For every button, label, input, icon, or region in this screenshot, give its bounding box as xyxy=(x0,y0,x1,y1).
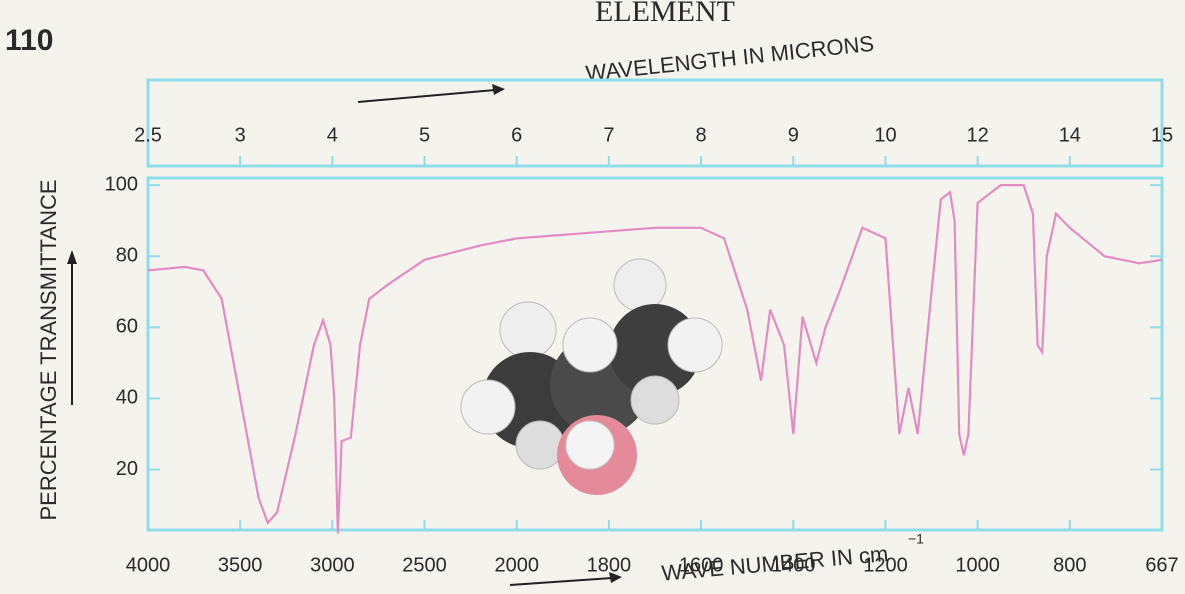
x2-axis-label: WAVELENGTH IN MICRONS xyxy=(584,31,875,86)
x-tick-label: 1800 xyxy=(587,554,632,576)
x2-tick-label: 6 xyxy=(511,124,522,146)
x2-tick-label: 8 xyxy=(696,124,707,146)
x2-tick-label: 14 xyxy=(1059,124,1081,146)
top-band xyxy=(148,80,1162,166)
x2-tick-label: 9 xyxy=(788,124,799,146)
x-tick-label: 3500 xyxy=(218,554,263,576)
x2-tick-label: 5 xyxy=(419,124,430,146)
y-axis-label: PERCENTAGE TRANSMITTANCE xyxy=(36,179,61,520)
x-tick-label: 1400 xyxy=(771,554,816,576)
x-tick-label: 4000 xyxy=(126,554,171,576)
arrow-head xyxy=(492,84,505,95)
x2-tick-label: 4 xyxy=(327,124,338,146)
x2-tick-label: 7 xyxy=(603,124,614,146)
header: ELEMENT xyxy=(595,0,735,28)
x-tick-label: 1600 xyxy=(679,554,724,576)
y-tick-label: 100 xyxy=(105,173,138,195)
arrow-head xyxy=(67,250,77,264)
arrow xyxy=(510,578,612,585)
x-tick-label: 2500 xyxy=(402,554,447,576)
x-tick-label: 800 xyxy=(1053,554,1086,576)
x-tick-label: 1200 xyxy=(863,554,908,576)
x2-tick-label: 15 xyxy=(1151,124,1173,146)
y-tick-label: 60 xyxy=(116,316,138,338)
y-tick-label: 20 xyxy=(116,458,138,480)
y-tick-label: 40 xyxy=(116,387,138,409)
arrow xyxy=(358,90,495,102)
x2-tick-label: 2.5 xyxy=(134,124,162,146)
page-number: 110 xyxy=(5,24,53,57)
x-tick-label: 2000 xyxy=(494,554,539,576)
y-tick-label: 80 xyxy=(116,245,138,267)
x2-tick-label: 3 xyxy=(235,124,246,146)
x-tick-label: 1000 xyxy=(955,554,1000,576)
chart: 110 ELEMENT WAVELENGTH IN MICRONS WAVE N… xyxy=(0,0,1185,594)
x2-tick-label: 12 xyxy=(967,124,989,146)
x-tick-label: 667 xyxy=(1145,554,1178,576)
molecule xyxy=(461,259,722,495)
x-axis-label-superscript: −1 xyxy=(908,531,924,547)
x2-tick-label: 10 xyxy=(874,124,896,146)
x-tick-label: 3000 xyxy=(310,554,355,576)
